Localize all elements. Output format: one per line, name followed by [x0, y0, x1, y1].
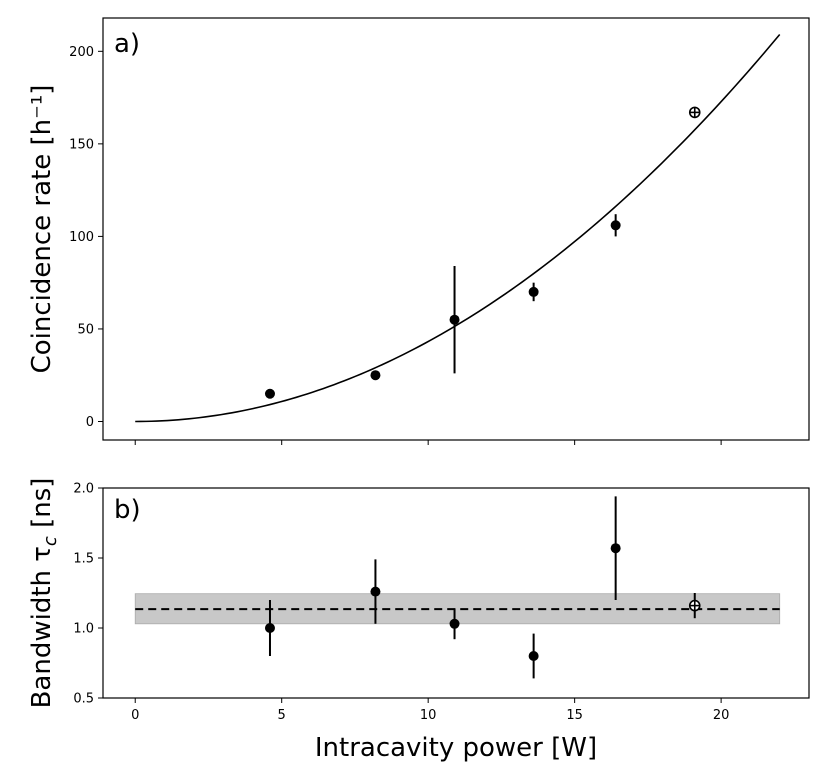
marker [610, 220, 621, 231]
panel-a: 0 50 100 150 200 a) Coincidence rate [h⁻¹] [27, 17, 810, 445]
marker [264, 623, 275, 633]
marker [528, 286, 539, 297]
data-point-1 [264, 388, 275, 399]
marker [449, 314, 460, 325]
panel-b-xtick-label: 10 [420, 708, 437, 723]
panel-a-ylabel: Coincidence rate [h⁻¹] [27, 85, 57, 374]
panel-a-ytick-label: 200 [69, 45, 94, 60]
data-point-2 [370, 370, 381, 381]
panel-b-xtick-label: 20 [713, 708, 730, 723]
marker [528, 651, 539, 661]
panel-a-frame [102, 17, 810, 441]
marker [370, 586, 381, 597]
data-point-4 [528, 282, 539, 302]
panel-a-ytick-label: 0 [86, 415, 94, 430]
panel-b-frame [102, 487, 810, 699]
fit-curve [135, 33, 781, 423]
data-point-6 [688, 106, 701, 119]
panel-a-ytick-label: 50 [77, 322, 94, 337]
data-point-3 [449, 266, 460, 374]
panel-b-xtick-label: 5 [278, 708, 286, 723]
panel-a-label: a) [114, 29, 140, 59]
panel-b-ticks: 0 5 10 15 20 0.5 1.0 1.5 2.0 [73, 482, 729, 724]
marker [610, 543, 621, 554]
marker [370, 370, 381, 381]
data-point-6 [688, 593, 701, 619]
data-point-2 [370, 559, 381, 624]
panel-a-ytick-label: 150 [69, 137, 94, 152]
panel-b-ytick-label: 1.0 [73, 622, 94, 637]
panel-a-fit-layer [135, 33, 781, 423]
panel-b-xtick-label: 15 [566, 708, 583, 723]
panel-a-points [264, 106, 701, 399]
data-point-4 [528, 633, 539, 679]
x-axis-label: Intracavity power [W] [315, 733, 597, 763]
marker [264, 388, 275, 399]
panel-b-xtick-label: 0 [131, 708, 139, 723]
data-point-5 [610, 496, 621, 600]
panel-b-points [264, 496, 701, 679]
panel-b-ytick-label: 1.5 [73, 552, 94, 567]
panel-b-ytick-label: 2.0 [73, 482, 94, 497]
panel-b-label: b) [114, 495, 141, 525]
marker [449, 618, 460, 629]
panel-a-ticks: 0 50 100 150 200 [69, 45, 722, 445]
panel-b-ylabel: Bandwidth τc [ns] [27, 478, 61, 709]
data-point-1 [264, 600, 275, 656]
panel-b-ytick-label: 0.5 [73, 692, 94, 707]
data-point-3 [449, 608, 460, 640]
panel-a-ytick-label: 100 [69, 230, 94, 245]
data-point-5 [610, 214, 621, 237]
panel-b: 0 5 10 15 20 0.5 1.0 1.5 2.0 b) Bandwidth τc [ns… [27, 478, 810, 763]
